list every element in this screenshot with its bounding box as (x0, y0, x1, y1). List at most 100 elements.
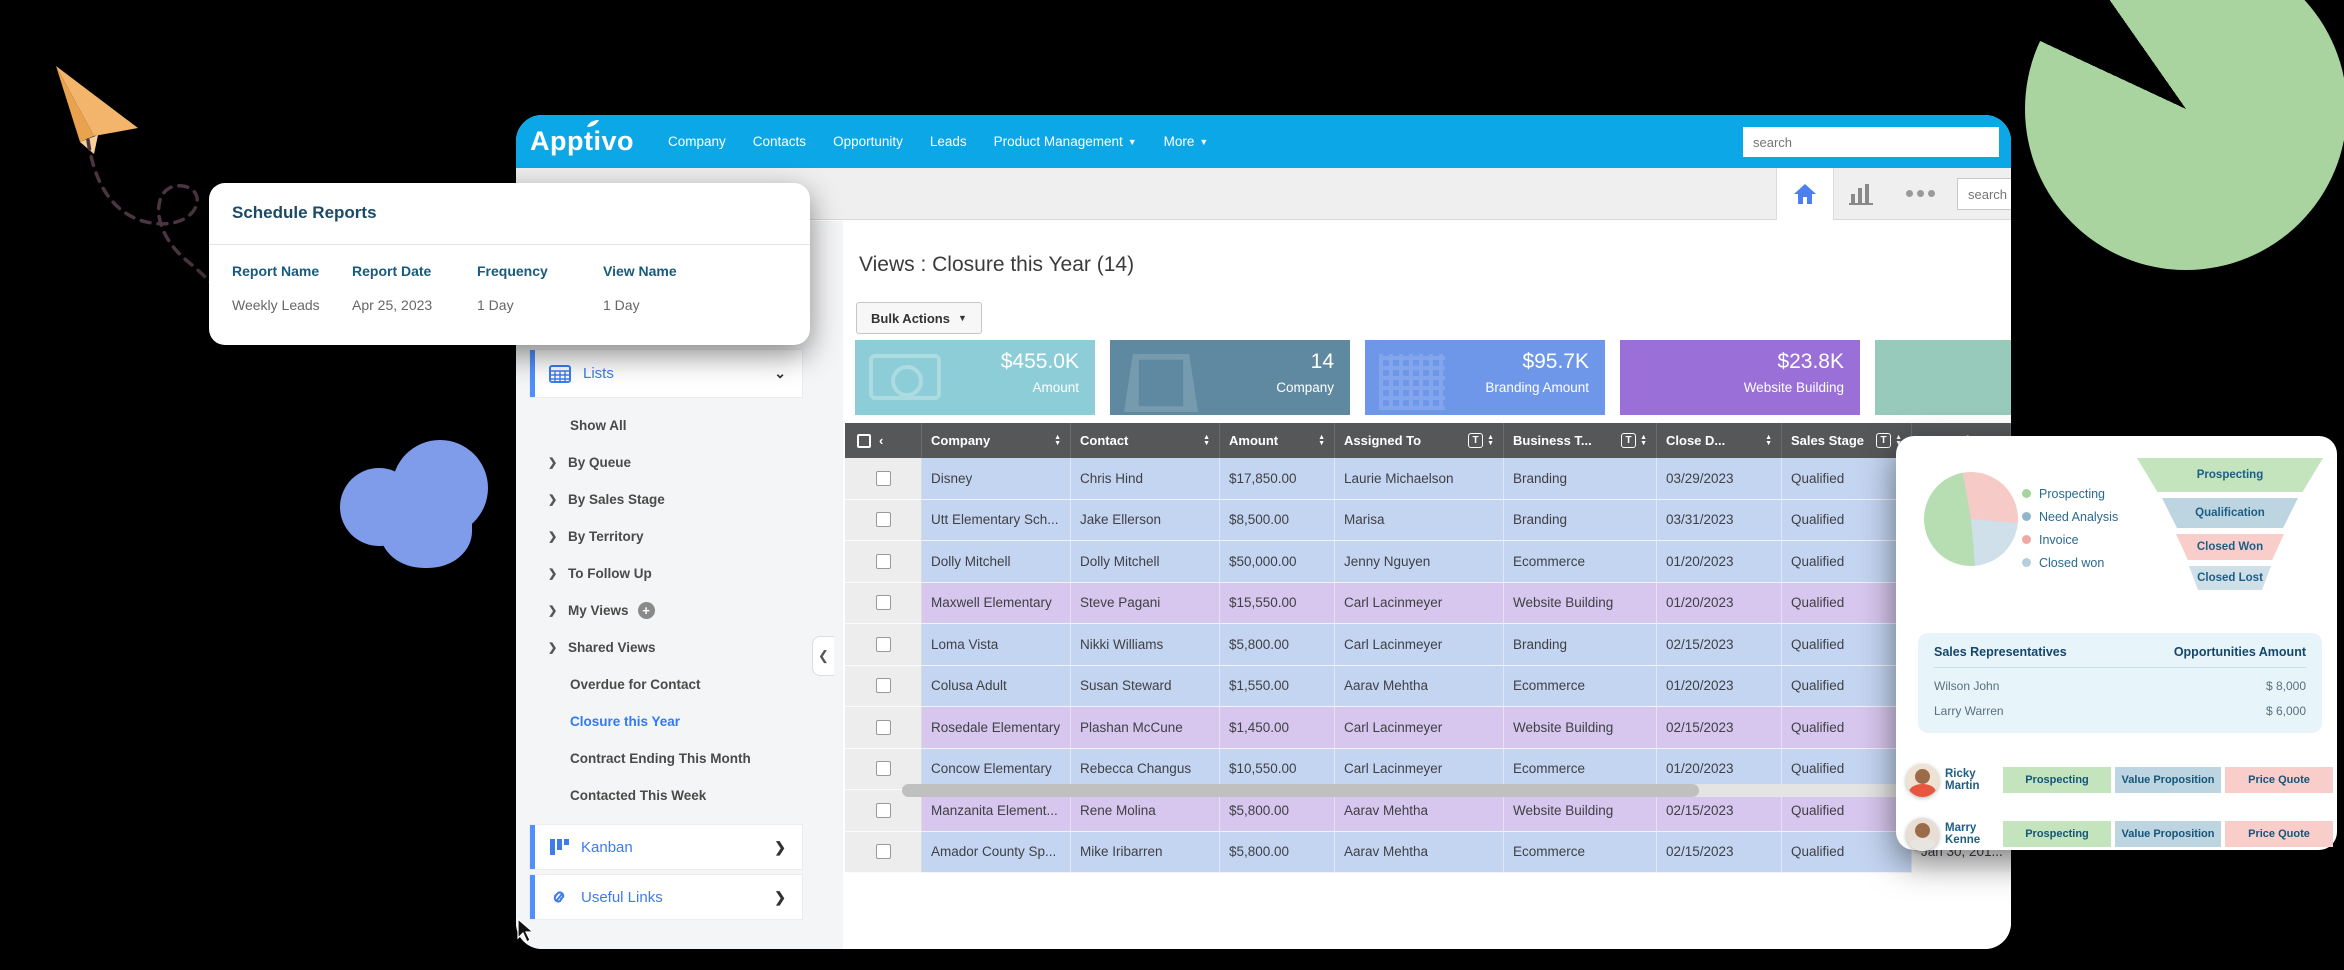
table-row[interactable]: Disney Chris Hind $17,850.00 Laurie Michael… (845, 458, 2011, 500)
table-select-header[interactable]: ‹ (845, 423, 922, 458)
pie-legend: Prospecting Need Analysis Invoice Closed wo… (2022, 482, 2118, 574)
apptivo-logo-text: Apptivo (530, 126, 634, 156)
row-checkbox[interactable] (875, 595, 891, 611)
sales-funnel-chart: Prospecting Qualification Closed Won Closed… (2132, 458, 2328, 590)
row-checkbox[interactable] (875, 761, 891, 777)
table-row[interactable]: Concow Elementary Rebecca Changus $10,550.… (845, 748, 2011, 790)
sort-icon[interactable]: ▲▼ (1318, 433, 1325, 447)
nav-item-contacts[interactable]: Contacts (753, 134, 806, 149)
collapse-column-icon[interactable]: ‹ (879, 433, 884, 448)
table-row[interactable]: Rosedale Elementary Plashan McCune $1,450.… (845, 707, 2011, 749)
analytics-overlay-card: Prospecting Need Analysis Invoice Closed wo… (1896, 436, 2337, 851)
table-row[interactable]: Dolly Mitchell Dolly Mitchell $50,000.00 Je… (845, 541, 2011, 583)
schedule-reports-card: Schedule Reports Report Name Report Date F… (209, 183, 810, 345)
sidebar-view-shared-views[interactable]: Shared Views (516, 629, 843, 666)
nav-item-leads[interactable]: Leads (930, 134, 967, 149)
column-header-contact[interactable]: Contact ▲ ▼ (1071, 423, 1220, 458)
sidebar-view-by-territory[interactable]: By Territory (516, 518, 843, 555)
column-header-assigned-to[interactable]: Assigned To T ▲ ▼ (1335, 423, 1504, 458)
bulk-actions-button[interactable]: Bulk Actions ▼ (856, 302, 982, 334)
row-checkbox[interactable] (875, 844, 891, 860)
sidebar-view-closure-this-year[interactable]: Closure this Year (516, 703, 843, 740)
nav-item-company[interactable]: Company (668, 134, 726, 149)
filter-icon[interactable]: T (1468, 433, 1484, 448)
row-checkbox[interactable] (875, 636, 891, 652)
sort-icon[interactable]: ▲▼ (1487, 433, 1494, 447)
sidebar-view-contract-ending-this-month[interactable]: Contract Ending This Month (516, 740, 843, 777)
sidebar-view-label: Contacted This Week (570, 788, 707, 803)
sidebar-view-label: To Follow Up (568, 566, 652, 581)
toolbar-search-input[interactable] (1957, 178, 2011, 210)
home-button[interactable] (1776, 168, 1834, 220)
row-select-cell (845, 541, 922, 583)
table-row[interactable]: Amador County Sp... Mike Iribarren $5,800.… (845, 831, 2011, 873)
nav-item-label: Product Management (993, 134, 1123, 149)
schedule-cell-value: 1 Day (603, 297, 640, 313)
row-checkbox[interactable] (875, 553, 891, 569)
sidebar-view-by-queue[interactable]: By Queue (516, 444, 843, 481)
row-checkbox[interactable] (875, 512, 891, 528)
apptivo-logo[interactable]: Apptivo (530, 120, 634, 157)
sidebar-item-kanban[interactable]: Kanban ❯ (530, 825, 802, 869)
more-options-icon[interactable] (1906, 190, 1935, 197)
legend-label: Invoice (2039, 532, 2079, 547)
nav-item-more[interactable]: More ▼ (1164, 134, 1209, 149)
sort-icon[interactable]: ▲▼ (1640, 433, 1647, 447)
legend-item-prospecting: Prospecting (2022, 482, 2118, 505)
amount-cell: $5,800.00 (1220, 624, 1335, 666)
legend-dot (2022, 512, 2031, 521)
horizontal-scrollbar[interactable] (902, 784, 2009, 797)
add-view-icon[interactable]: + (637, 602, 655, 619)
legend-dot (2022, 535, 2031, 544)
sidebar-collapse-handle[interactable]: ❮ (812, 636, 834, 676)
table-body: Disney Chris Hind $17,850.00 Laurie Michael… (845, 458, 2011, 873)
column-header-label: Company (931, 433, 991, 448)
table-row[interactable]: Utt Elementary Sch... Jake Ellerson $8,500… (845, 499, 2011, 541)
close-date-cell: 03/29/2023 (1657, 458, 1782, 500)
sidebar-view-my-views[interactable]: My Views + (516, 592, 843, 629)
sidebar-view-to-follow-up[interactable]: To Follow Up (516, 555, 843, 592)
sidebar-view-contacted-this-week[interactable]: Contacted This Week (516, 777, 843, 814)
column-header-company[interactable]: Company ▲ ▼ (922, 423, 1071, 458)
select-all-checkbox[interactable] (857, 433, 871, 448)
scrollbar-thumb[interactable] (902, 784, 1700, 797)
header-icons: ▲ ▼ (1203, 433, 1210, 447)
sidebar-item-useful-links[interactable]: Useful Links ❯ (530, 875, 802, 919)
row-checkbox[interactable] (875, 678, 891, 694)
nav-search-input[interactable] (1743, 127, 1999, 157)
column-header-close-d-[interactable]: Close D... ▲ ▼ (1657, 423, 1782, 458)
column-header-amount[interactable]: Amount ▲ ▼ (1220, 423, 1335, 458)
contact-cell: Susan Steward (1071, 665, 1220, 707)
table-row[interactable]: Loma Vista Nikki Williams $5,800.00 Carl La… (845, 624, 2011, 666)
schedule-columns: Report Name Report Date Frequency View Name (232, 263, 787, 279)
filter-icon[interactable]: T (1621, 433, 1637, 448)
nav-item-label: More (1163, 134, 1195, 149)
table-row[interactable]: Maxwell Elementary Steve Pagani $15,550.00… (845, 582, 2011, 624)
table-row[interactable]: Colusa Adult Susan Steward $1,550.00 Aarav … (845, 665, 2011, 707)
column-header-business-t-[interactable]: Business T... T ▲ ▼ (1504, 423, 1657, 458)
sidebar-view-by-sales-stage[interactable]: By Sales Stage (516, 481, 843, 518)
amount-cell: $8,500.00 (1220, 499, 1335, 541)
company-cell: Maxwell Elementary (922, 582, 1071, 624)
filter-icon[interactable]: T (1876, 433, 1892, 448)
sort-icon[interactable]: ▲▼ (1203, 433, 1210, 447)
row-checkbox[interactable] (875, 719, 891, 735)
sort-icon[interactable]: ▲▼ (1054, 433, 1061, 447)
header-icons: ▲ ▼ (1318, 433, 1325, 447)
sidebar-view-overdue-for-contact[interactable]: Overdue for Contact (516, 666, 843, 703)
business-type-cell: Branding (1504, 458, 1657, 500)
nav-item-opportunity[interactable]: Opportunity (833, 134, 903, 149)
business-type-cell: Ecommerce (1504, 748, 1657, 790)
row-checkbox[interactable] (875, 470, 891, 486)
bar-chart-icon[interactable] (1848, 182, 1874, 206)
row-select-cell (845, 748, 922, 790)
sort-icon[interactable]: ▲▼ (1765, 433, 1772, 447)
nav-item-product-management[interactable]: Product Management ▼ (994, 134, 1137, 149)
header-icons: ▲ ▼ (1054, 433, 1061, 447)
row-checkbox[interactable] (875, 802, 891, 818)
sidebar-view-show-all[interactable]: Show All (516, 407, 843, 444)
nav-item-label: Company (668, 134, 726, 149)
table-header-row: ‹ Company ▲ ▼ Contact ▲ ▼ Amount ▲ ▼ Assigned To T ▲… (845, 423, 2011, 458)
sidebar-item-lists[interactable]: Lists ⌄ (530, 350, 802, 397)
